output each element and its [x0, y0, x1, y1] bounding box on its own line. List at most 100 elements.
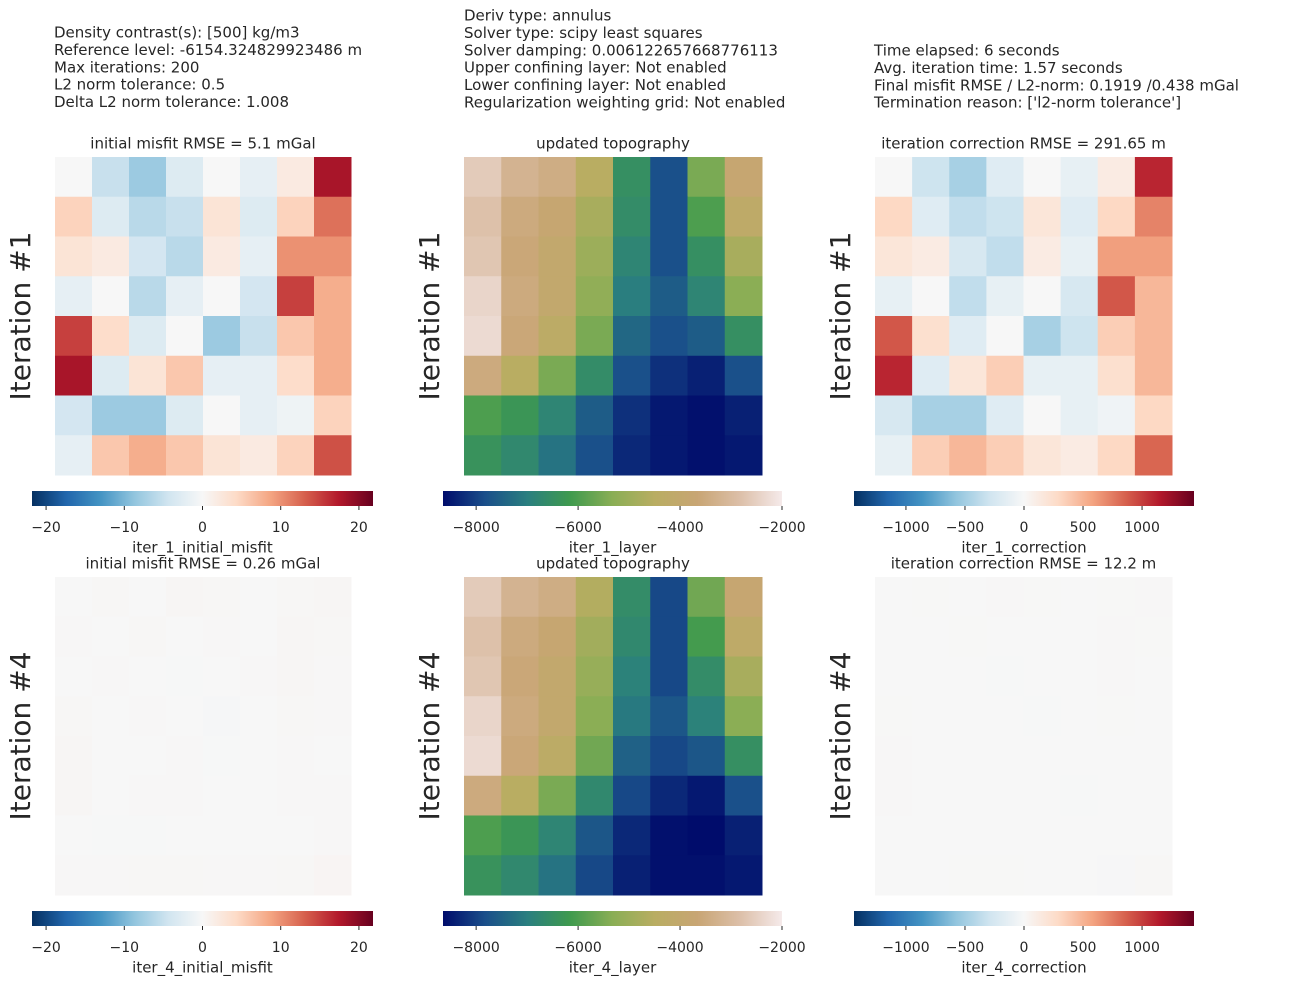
heatmap-cell: [650, 775, 688, 816]
heatmap-cell: [464, 196, 502, 237]
heatmap-cell: [129, 696, 167, 737]
heatmap-cell: [650, 355, 688, 396]
heatmap-cell: [538, 656, 577, 697]
heatmap-cell: [55, 395, 93, 436]
heatmap-cell: [687, 157, 726, 198]
heatmap-cell: [1097, 316, 1136, 357]
colorbar-tick-label: −20: [31, 520, 61, 536]
heatmap-cell: [538, 577, 577, 618]
header-line: Deriv type: annulus: [464, 7, 611, 25]
heatmap-cell: [538, 395, 577, 436]
heatmap-cell: [314, 316, 352, 357]
heatmap-cell: [92, 316, 130, 357]
heatmap-cell: [724, 736, 763, 777]
heatmap-cell: [92, 395, 130, 436]
heatmap-cell: [55, 435, 93, 476]
heatmap-cell: [949, 435, 987, 476]
heatmap-cell: [687, 736, 726, 777]
heatmap-cell: [650, 157, 688, 198]
heatmap-cell: [203, 736, 241, 777]
heatmap-cell: [724, 355, 763, 396]
heatmap-cell: [501, 616, 539, 657]
heatmap-cell: [613, 736, 651, 777]
heatmap-cell: [464, 616, 502, 657]
heatmap-cell: [314, 435, 352, 476]
heatmap-cell: [203, 276, 241, 317]
heatmap-cell: [875, 696, 913, 737]
heatmap-cell: [875, 577, 913, 618]
heatmap-cell: [650, 276, 688, 317]
heatmap-cell: [166, 736, 204, 777]
heatmap-cell: [575, 775, 614, 816]
heatmap-cell: [1060, 616, 1099, 657]
heatmap-cell: [650, 236, 688, 277]
heatmap-cell: [464, 157, 502, 198]
heatmap-cell: [501, 855, 539, 896]
heatmap-cell: [501, 395, 539, 436]
panel-title: iteration correction RMSE = 291.65 m: [881, 135, 1166, 153]
heatmap-cell: [1134, 276, 1173, 317]
heatmap-cell: [129, 577, 167, 618]
colorbar: [854, 911, 1194, 926]
heatmap-cell: [1060, 736, 1099, 777]
header-line: Density contrast(s): [500] kg/m3: [54, 24, 300, 42]
heatmap-cell: [986, 736, 1024, 777]
heatmap-cell: [875, 157, 913, 198]
heatmap-cell: [1097, 435, 1136, 476]
heatmap-cell: [92, 276, 130, 317]
heatmap-cell: [986, 316, 1024, 357]
heatmap-cell: [92, 656, 130, 697]
heatmap-cell: [575, 316, 614, 357]
heatmap-cell: [129, 736, 167, 777]
heatmap-cell: [875, 196, 913, 237]
heatmap-cell: [1060, 815, 1099, 856]
heatmap-cell: [1060, 656, 1099, 697]
heatmap-cell: [724, 157, 763, 198]
heatmap-cell: [986, 196, 1024, 237]
heatmap-cell: [1023, 736, 1062, 777]
heatmap-cell: [912, 696, 950, 737]
colorbar-tick-label: 0: [1020, 940, 1029, 956]
heatmap-cell: [1097, 616, 1136, 657]
heatmap-cell: [613, 316, 651, 357]
colorbar-tick-label: 500: [1070, 940, 1097, 956]
heatmap-cell: [1134, 775, 1173, 816]
heatmap-cell: [613, 815, 651, 856]
heatmap-cell: [986, 577, 1024, 618]
heatmap-cell: [240, 276, 278, 317]
colorbar: [854, 491, 1194, 506]
colorbar-tick-label: 20: [350, 520, 368, 536]
heatmap-cell: [314, 616, 352, 657]
heatmap-cell: [240, 855, 278, 896]
heatmap-cell: [55, 276, 93, 317]
heatmap-cell: [687, 815, 726, 856]
heatmap-cell: [575, 236, 614, 277]
heatmap-cell: [240, 736, 278, 777]
heatmap-cell: [92, 815, 130, 856]
heatmap-cell: [724, 276, 763, 317]
heatmap-cell: [55, 736, 93, 777]
heatmap-cell: [613, 157, 651, 198]
heatmap-cell: [687, 435, 726, 476]
heatmap-cell: [949, 736, 987, 777]
heatmap-cell: [1134, 157, 1173, 198]
y-axis-label: Iteration #1: [4, 232, 37, 401]
heatmap-cell: [129, 157, 167, 198]
heatmap-cell: [613, 855, 651, 896]
heatmap-cell: [129, 855, 167, 896]
heatmap-cell: [240, 316, 278, 357]
heatmap-cell: [986, 616, 1024, 657]
heatmap-cell: [1097, 276, 1136, 317]
heatmap-cell: [538, 736, 577, 777]
heatmap-cell: [1134, 196, 1173, 237]
heatmap-cell: [277, 196, 315, 237]
heatmap-cell: [92, 577, 130, 618]
heatmap-cell: [575, 577, 614, 618]
heatmap-cell: [314, 355, 352, 396]
colorbar-tick-label: 10: [272, 520, 290, 536]
y-axis-label: Iteration #4: [824, 652, 857, 821]
heatmap-cell: [575, 196, 614, 237]
heatmap-cell: [986, 656, 1024, 697]
heatmap-cell: [129, 316, 167, 357]
colorbar-tick-label: −1000: [882, 520, 929, 536]
